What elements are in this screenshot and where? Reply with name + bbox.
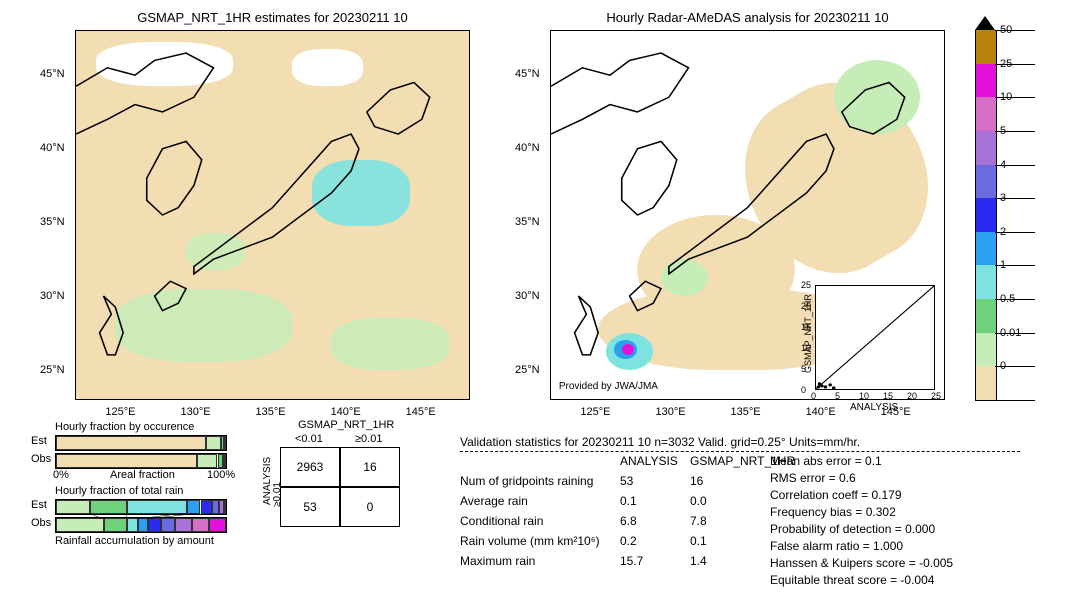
x-tick-label: 140°E <box>331 406 361 418</box>
hbar-title: Hourly fraction of total rain <box>55 485 183 497</box>
inset-tick: 20 <box>907 391 917 401</box>
inset-tick: 25 <box>931 391 941 401</box>
val-title: Validation statistics for 20230211 10 n=… <box>460 435 1020 449</box>
hbar-label: Obs <box>31 453 51 465</box>
right-map-title: Hourly Radar-AMeDAS analysis for 2023021… <box>550 10 945 25</box>
colorbar-segment <box>975 265 997 299</box>
inset-tick: 10 <box>801 343 811 353</box>
y-tick-label: 30°N <box>40 290 65 302</box>
inset-tick: 0 <box>801 385 806 395</box>
hbar-label: Est <box>31 435 47 447</box>
hbar-row <box>55 517 227 533</box>
ct-cell: 16 <box>340 447 400 487</box>
ct-row-label: ≥0.01 <box>272 482 283 507</box>
left-map-title: GSMAP_NRT_1HR estimates for 20230211 10 <box>75 10 470 25</box>
val-rule <box>460 451 1020 452</box>
val-row: Num of gridpoints raining5316 <box>460 474 770 488</box>
val-header: ANALYSISGSMAP_NRT_1HR <box>460 454 770 468</box>
hbar-title: Rainfall accumulation by amount <box>55 535 214 547</box>
colorbar-segment <box>975 299 997 333</box>
inset-tick: 5 <box>835 391 840 401</box>
colorbar-segment <box>975 131 997 165</box>
colorbar-segment <box>975 232 997 266</box>
inset-tick: 15 <box>883 391 893 401</box>
ct-cell: 0 <box>340 487 400 527</box>
left-map <box>75 30 470 400</box>
inset-tick: 20 <box>801 301 811 311</box>
y-tick-label: 45°N <box>40 68 65 80</box>
colorbar-segment <box>975 366 997 401</box>
inset-tick: 15 <box>801 322 811 332</box>
y-tick-label: 35°N <box>515 216 540 228</box>
validation-stats: Validation statistics for 20230211 10 n=… <box>460 435 1020 590</box>
x-tick-label: 145°E <box>406 406 436 418</box>
colorbar-segment <box>975 64 997 98</box>
x-tick-label: 135°E <box>256 406 286 418</box>
hbar-title: Hourly fraction by occurence <box>55 421 194 433</box>
y-tick-label: 25°N <box>40 364 65 376</box>
val-row: Maximum rain15.71.4 <box>460 554 770 568</box>
val-stat: Equitable threat score = -0.004 <box>770 573 1020 587</box>
val-stat: Mean abs error = 0.1 <box>770 454 1020 468</box>
val-row: Rain volume (mm km²10⁶)0.20.1 <box>460 534 770 548</box>
x-tick-label: 135°E <box>731 406 761 418</box>
inset-tick: 5 <box>801 364 806 374</box>
inset-scatter <box>815 285 935 390</box>
hbar-label: Est <box>31 499 47 511</box>
ct-title: GSMAP_NRT_1HR <box>298 419 394 431</box>
y-tick-label: 25°N <box>515 364 540 376</box>
val-stat: Hanssen & Kuipers score = -0.005 <box>770 556 1020 570</box>
hbar-row <box>55 435 227 451</box>
ct-cell: 2963 <box>280 447 340 487</box>
colorbar-arrow-icon <box>975 16 995 30</box>
ct-col-label: ≥0.01 <box>355 433 382 445</box>
val-stat: Frequency bias = 0.302 <box>770 505 1020 519</box>
colorbar-segment <box>975 165 997 199</box>
colorbar-segment <box>975 30 997 64</box>
val-row: Conditional rain6.87.8 <box>460 514 770 528</box>
hbar-connector <box>55 513 225 519</box>
x-tick-label: 130°E <box>655 406 685 418</box>
x-tick-label: 125°E <box>105 406 135 418</box>
y-tick-label: 35°N <box>40 216 65 228</box>
x-tick-label: 130°E <box>180 406 210 418</box>
y-tick-label: 30°N <box>515 290 540 302</box>
ct-col-label: <0.01 <box>295 433 323 445</box>
x-tick-label: 140°E <box>806 406 836 418</box>
val-stat: RMS error = 0.6 <box>770 471 1020 485</box>
colorbar-segment <box>975 198 997 232</box>
inset-tick: 0 <box>811 391 816 401</box>
val-stat: Correlation coeff = 0.179 <box>770 488 1020 502</box>
y-tick-label: 40°N <box>40 142 65 154</box>
x-tick-label: 125°E <box>580 406 610 418</box>
hbar-axis-label: Areal fraction <box>110 469 175 481</box>
hbar-label: Obs <box>31 517 51 529</box>
inset-tick: 25 <box>801 280 811 290</box>
colorbar-segment <box>975 333 997 367</box>
val-row: Average rain0.10.0 <box>460 494 770 508</box>
y-tick-label: 40°N <box>515 142 540 154</box>
inset-tick: 10 <box>859 391 869 401</box>
colorbar-segment <box>975 97 997 131</box>
inset-xlabel: ANALYSIS <box>850 402 898 413</box>
hbar-axis-l: 0% <box>53 469 69 481</box>
val-stat: False alarm ratio = 1.000 <box>770 539 1020 553</box>
hbar-row <box>55 453 227 469</box>
ct-cell: 53 <box>280 487 340 527</box>
val-stat: Probability of detection = 0.000 <box>770 522 1020 536</box>
hbar-axis-r: 100% <box>207 469 235 481</box>
y-tick-label: 45°N <box>515 68 540 80</box>
